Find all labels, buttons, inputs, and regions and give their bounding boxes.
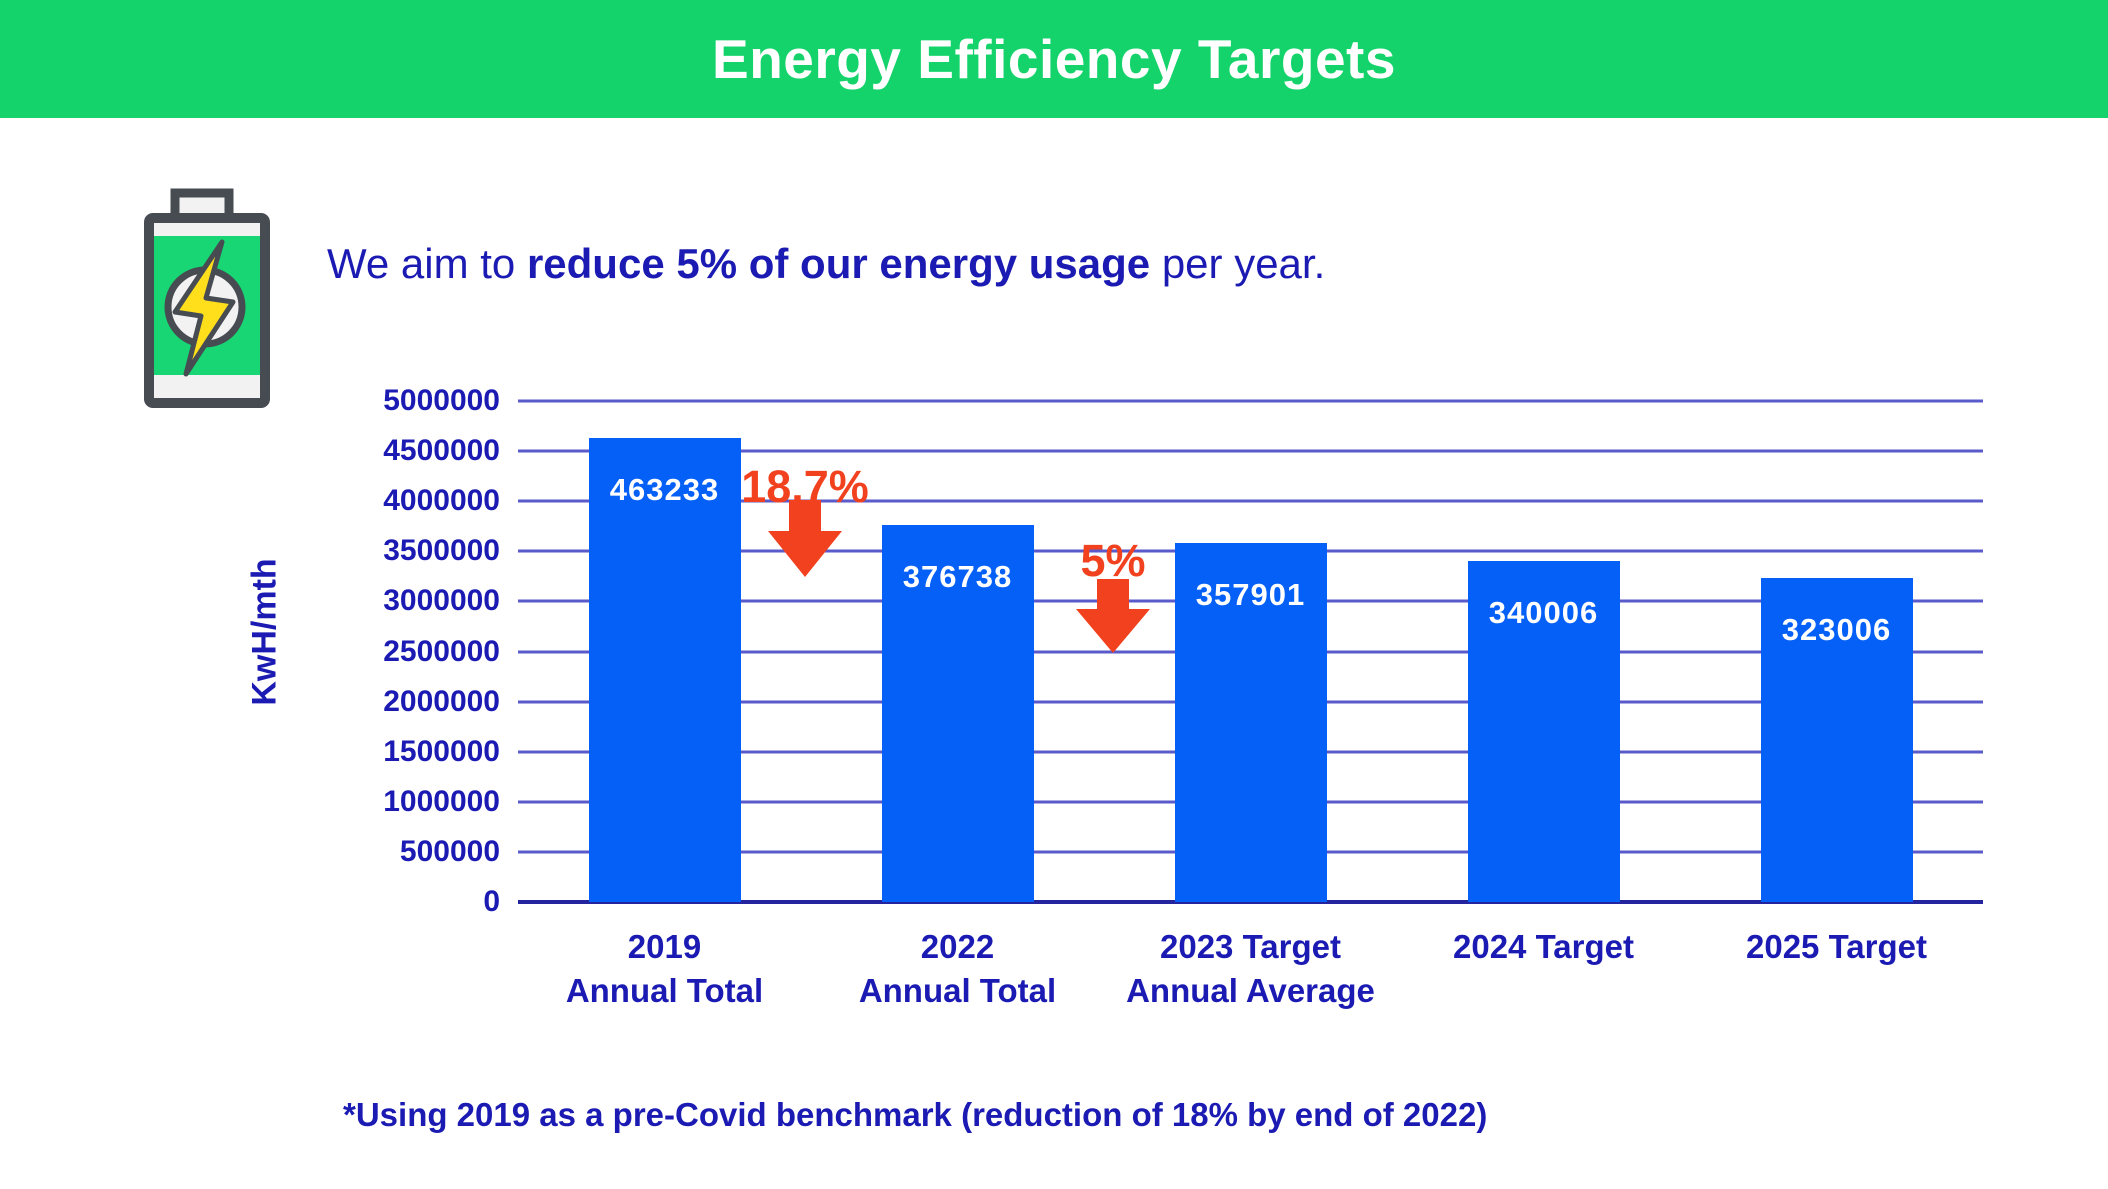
y-tick-label: 3500000 [383,534,500,568]
x-tick-line1: 2022 [920,928,995,965]
x-tick-label: 2022 Annual Total [811,925,1104,1013]
header-banner: Energy Efficiency Targets [0,0,2108,118]
intro-text: We aim to reduce 5% of our energy usage … [327,240,1325,288]
battery-energy-icon [143,188,271,408]
x-tick-line1: 2025 Target [1746,928,1927,965]
y-tick-label: 5000000 [383,384,500,417]
down-arrow-icon [1076,579,1150,658]
bar-value-label: 340006 [1488,595,1599,630]
x-tick-line1: 2023 Target [1160,928,1341,965]
bar-value-label: 357901 [1195,577,1306,612]
x-tick-line1: 2024 Target [1453,928,1634,965]
x-tick-line2: Annual Total [565,972,764,1009]
bar-value-label: 376738 [902,559,1013,594]
y-tick-label: 4000000 [383,484,500,518]
page-title: Energy Efficiency Targets [712,28,1396,90]
y-tick-label: 0 [483,885,500,918]
intro-bold: reduce 5% of our energy usage [526,240,1151,287]
intro-prefix: We aim to [327,240,527,287]
y-tick-label: 4500000 [383,434,500,468]
bar-2024-target: 340006 [1467,561,1620,902]
gridline [518,399,1983,403]
x-tick-label: 2019 Annual Total [518,925,811,1013]
y-axis-title: KwH/mth [245,558,284,706]
x-tick-label: 2023 Target Annual Average [1104,925,1397,1013]
down-arrow-icon [768,500,842,582]
x-tick-label: 2025 Target [1690,925,1983,969]
reduction-percent-label: 5% [1080,535,1146,586]
y-tick-label: 1500000 [383,734,500,768]
y-tick-label: 500000 [399,834,500,868]
bar-2019: 463233 [588,438,741,902]
bar-2023-target: 357901 [1174,543,1327,902]
y-tick-label: 1000000 [383,784,500,818]
intro-suffix: per year. [1150,240,1326,287]
y-tick-label: 2000000 [383,684,500,718]
x-tick-label: 2024 Target [1397,925,1690,969]
x-axis-line [518,900,1983,904]
y-tick-label: 2500000 [383,634,500,668]
x-tick-line2: Annual Total [858,972,1057,1009]
x-tick-line2: Annual Average [1126,972,1375,1009]
bar-value-label: 323006 [1781,612,1892,647]
gridline [518,449,1983,453]
footnote-text: *Using 2019 as a pre-Covid benchmark (re… [343,1096,1488,1133]
y-tick-label: 3000000 [383,584,500,618]
gridline [518,499,1983,503]
x-tick-line1: 2019 [627,928,702,965]
energy-bar-chart: 463233 376738 357901 340006 323006 18.7% 5% [518,399,1983,904]
bar-2025-target: 323006 [1760,578,1913,902]
bar-2022: 376738 [881,525,1034,902]
bar-value-label: 463233 [609,472,720,507]
